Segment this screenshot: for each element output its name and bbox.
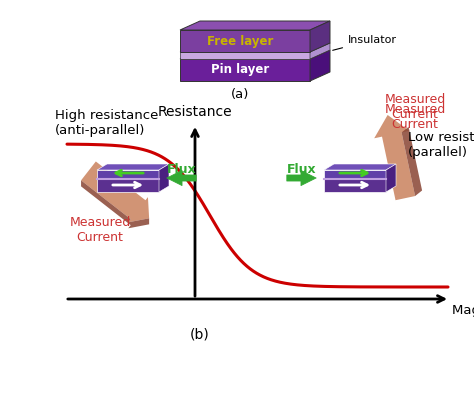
Text: Resistance: Resistance (158, 105, 232, 119)
Text: Insulator: Insulator (333, 35, 397, 50)
Polygon shape (386, 164, 396, 192)
Text: Measured
Current: Measured Current (69, 216, 131, 244)
Polygon shape (180, 52, 310, 59)
Polygon shape (310, 50, 330, 81)
Text: (a): (a) (231, 88, 249, 101)
Polygon shape (324, 164, 396, 170)
Polygon shape (180, 30, 310, 52)
Polygon shape (97, 164, 169, 170)
Text: Measured
Current: Measured Current (384, 103, 446, 131)
Polygon shape (324, 179, 386, 192)
Text: High resistance
(anti-parallel): High resistance (anti-parallel) (55, 109, 158, 137)
Polygon shape (374, 115, 415, 200)
Polygon shape (180, 21, 330, 30)
Polygon shape (401, 127, 422, 196)
Polygon shape (310, 21, 330, 52)
Polygon shape (310, 43, 330, 59)
Text: Pin layer: Pin layer (211, 63, 269, 77)
Polygon shape (81, 180, 149, 228)
Text: Measured
Current: Measured Current (384, 93, 446, 121)
Polygon shape (81, 162, 149, 222)
Polygon shape (180, 59, 310, 81)
Text: Flux: Flux (287, 163, 316, 176)
Polygon shape (159, 164, 169, 192)
Polygon shape (180, 50, 330, 59)
Text: Flux: Flux (167, 163, 196, 176)
Text: (b): (b) (190, 327, 210, 341)
Polygon shape (180, 43, 330, 52)
Text: Low resistance
(parallel): Low resistance (parallel) (408, 131, 474, 159)
Text: Magnetic Field: Magnetic Field (452, 304, 474, 317)
Polygon shape (97, 170, 159, 179)
Text: Free layer: Free layer (207, 34, 273, 47)
Polygon shape (97, 179, 159, 192)
Polygon shape (324, 170, 386, 179)
